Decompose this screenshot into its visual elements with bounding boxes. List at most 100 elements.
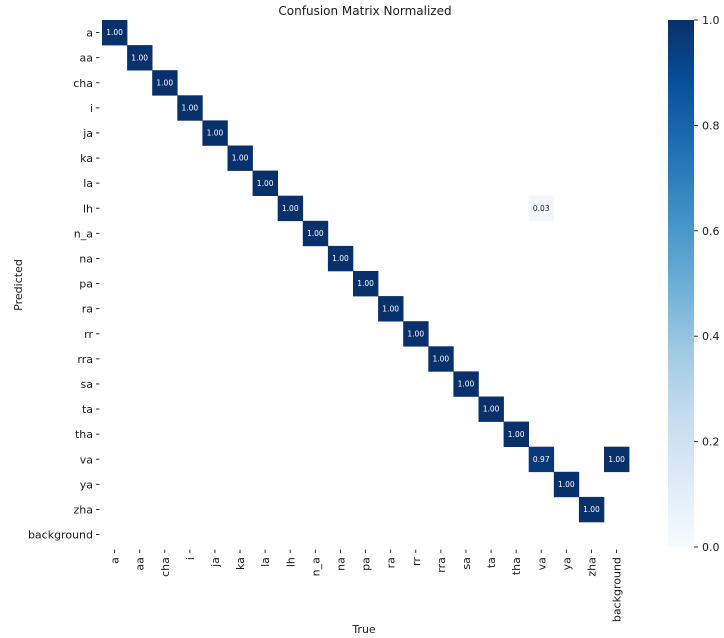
y-axis-tick-labels: aaachaijakalalhn_anapararrrrasatathavaya… (28, 27, 100, 542)
x-axis-tick-labels: a aa cha i ja ka la lh n_a na pa ra rr rra sa ta tha va ya… (109, 549, 624, 622)
heatmap-cell (302, 220, 329, 247)
cell-value-label: 1.00 (583, 505, 600, 514)
cell-value-label: 1.00 (106, 28, 123, 37)
y-tick-label: ra (82, 303, 93, 316)
cell-value-label: 0.03 (533, 204, 550, 213)
cell-value-label: 1.00 (207, 129, 224, 138)
y-tick-label: zha (74, 503, 94, 516)
x-tick-label: sa (460, 557, 473, 569)
y-tick-label: ta (82, 403, 93, 416)
cell-value-label: 1.00 (432, 354, 449, 363)
colorbar-tick-label: 1.0 (702, 14, 720, 27)
heatmap-cell (353, 271, 379, 297)
cell-value-label: 1.00 (382, 304, 399, 313)
x-tick-label: background (611, 557, 624, 622)
y-tick-label: la (83, 177, 93, 190)
y-tick-label: ya (80, 478, 93, 491)
x-tick-label: tha (510, 557, 523, 575)
y-tick-label: rra (77, 353, 93, 366)
heatmap-cell (428, 346, 454, 372)
y-tick-label: cha (73, 77, 93, 90)
heatmap-cells: 1.00 1.00 1.00 1.00 1.00 1.00 1.00 1.00 0.03 1.00… (102, 20, 630, 523)
y-tick-label: a (86, 27, 93, 40)
colorbar-tick-label: 0.6 (702, 225, 720, 238)
y-tick-label: i (90, 102, 93, 115)
y-tick-label: background (28, 529, 93, 542)
cell-value-label: 1.00 (156, 78, 173, 87)
x-tick-label: na (334, 557, 347, 571)
x-tick-label: ra (385, 557, 398, 568)
heatmap-cell (553, 471, 580, 498)
y-tick-label: na (79, 252, 93, 265)
cell-value-label: 1.00 (608, 455, 625, 464)
y-tick-label: ja (82, 127, 93, 140)
heatmap-cell (152, 70, 178, 96)
colorbar-tick-label: 0.2 (702, 436, 720, 449)
x-tick-label: ja (209, 557, 222, 568)
cell-value-label: 1.00 (508, 430, 525, 439)
cell-value-label: 1.00 (232, 154, 249, 163)
x-tick-label: ya (560, 557, 573, 570)
cell-value-label: 1.00 (181, 103, 198, 112)
x-tick-label: ka (234, 557, 247, 570)
cell-value-label: 1.00 (307, 229, 324, 238)
x-tick-label: la (259, 557, 272, 567)
heatmap-cell (277, 195, 304, 222)
heatmap-cell (453, 371, 479, 397)
x-tick-label: rr (410, 557, 423, 566)
x-axis-label: True (351, 623, 376, 636)
cell-value-label: 1.00 (407, 329, 424, 338)
colorbar: 0.0 0.2 0.4 0.6 0.8 1.0 (668, 14, 720, 554)
y-tick-label: rr (84, 328, 93, 341)
heatmap-cell (378, 296, 404, 322)
cell-value-label: 1.00 (332, 254, 349, 263)
y-tick-label: ka (80, 152, 93, 165)
x-tick-label: cha (159, 557, 172, 577)
heatmap-cell (528, 195, 555, 222)
cell-value-label: 1.00 (282, 204, 299, 213)
heatmap-cell (127, 45, 153, 71)
colorbar-tick-label: 0.0 (702, 541, 720, 554)
cell-value-label: 1.00 (483, 405, 500, 414)
colorbar-tick-label: 0.8 (702, 119, 720, 132)
y-tick-label: sa (81, 378, 93, 391)
x-tick-label: zha (585, 557, 598, 577)
heatmap-cell (252, 170, 278, 196)
y-tick-label: lh (83, 202, 93, 215)
x-tick-label: pa (360, 557, 373, 571)
y-tick-label: tha (75, 428, 93, 441)
colorbar-gradient (668, 20, 694, 547)
cell-value-label: 1.00 (458, 380, 475, 389)
heatmap-cell (403, 321, 429, 347)
y-axis-label: Predicted (12, 259, 25, 311)
x-tick-label: n_a (309, 557, 322, 576)
heatmap-cell (227, 145, 253, 171)
heatmap-cell (528, 446, 555, 473)
x-tick-label: a (109, 557, 122, 564)
y-tick-label: n_a (74, 227, 93, 240)
heatmap-cell (478, 396, 504, 422)
heatmap-cell (503, 421, 529, 447)
cell-value-label: 1.00 (131, 53, 148, 62)
x-tick-label: i (184, 557, 197, 560)
cell-value-label: 1.00 (257, 179, 274, 188)
colorbar-tick-label: 0.4 (702, 330, 720, 343)
heatmap-cell (578, 496, 605, 523)
cell-value-label: 0.97 (533, 455, 550, 464)
heatmap-cell (102, 20, 128, 46)
x-tick-label: aa (134, 557, 147, 570)
y-tick-label: pa (79, 278, 93, 291)
y-tick-label: va (80, 453, 93, 466)
heatmap-cell (327, 245, 354, 272)
heatmap-cell (202, 120, 228, 146)
x-tick-label: rra (435, 557, 448, 573)
chart-title: Confusion Matrix Normalized (278, 4, 451, 18)
x-tick-label: va (535, 557, 548, 570)
cell-value-label: 1.00 (558, 480, 575, 489)
x-tick-label: lh (284, 557, 297, 567)
y-tick-label: aa (80, 52, 93, 65)
heatmap-cell (177, 95, 203, 121)
cell-value-label: 1.00 (357, 279, 374, 288)
heatmap-cell (604, 446, 630, 473)
